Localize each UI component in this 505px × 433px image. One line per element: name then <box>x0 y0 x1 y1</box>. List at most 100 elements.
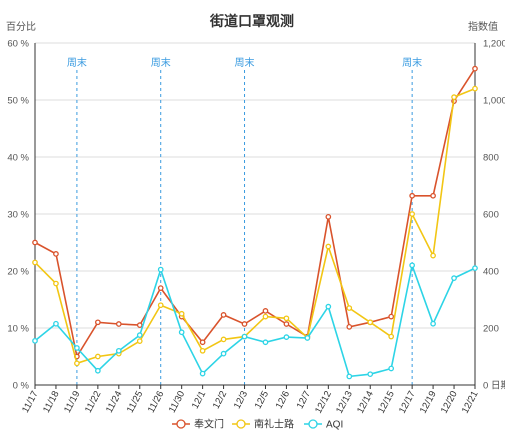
x-tick-label: 11/24 <box>104 389 125 415</box>
data-point <box>53 251 59 257</box>
data-point <box>388 333 395 340</box>
data-point <box>241 333 248 340</box>
data-point <box>388 313 395 320</box>
data-point <box>367 319 374 326</box>
right-tick-label: 400 <box>483 267 499 278</box>
legend-item[interactable]: 南礼士路 <box>232 418 294 431</box>
weekend-marker-label: 周末 <box>235 56 255 69</box>
data-point <box>430 252 436 259</box>
grid-lines <box>35 42 475 329</box>
x-tick-label: 11/25 <box>125 389 146 415</box>
x-tick-label: 12/17 <box>397 389 418 415</box>
legend-marker <box>236 419 246 429</box>
weekend-markers: 周末 周末 周末 周末 <box>67 56 422 385</box>
data-point <box>430 320 436 327</box>
x-tick-label: 11/26 <box>146 389 167 415</box>
data-point <box>32 239 38 246</box>
x-tick-label: 12/19 <box>418 389 439 415</box>
data-point <box>220 336 227 343</box>
data-point <box>157 266 164 273</box>
data-point <box>430 192 436 199</box>
data-point <box>199 339 206 346</box>
x-tick-label: 12/2 <box>211 389 229 410</box>
left-tick-label: 50 % <box>7 96 29 107</box>
data-point <box>178 329 185 336</box>
left-tick-label: 10 % <box>7 324 29 335</box>
data-point <box>241 321 248 327</box>
data-point <box>388 365 395 372</box>
data-point <box>472 265 478 271</box>
left-tick-label: 0 % <box>13 381 30 392</box>
x-tick-label: 11/18 <box>41 389 62 415</box>
x-tick-label: 12/6 <box>274 389 292 410</box>
series-line <box>34 262 476 378</box>
x-tick-label: 12/1 <box>190 389 208 410</box>
data-point <box>115 321 122 327</box>
data-point <box>409 192 415 199</box>
x-tick-label: 12/12 <box>313 389 334 415</box>
left-tick-label: 20 % <box>7 267 29 278</box>
data-point <box>346 373 353 380</box>
data-point <box>346 324 353 330</box>
data-point <box>283 321 290 327</box>
data-point <box>53 280 59 287</box>
data-point <box>325 243 332 250</box>
data-point <box>262 313 269 320</box>
data-point <box>199 370 206 377</box>
right-tick-label: 200 <box>483 324 499 335</box>
x-axis-end-label: 日期 <box>491 381 505 392</box>
data-point <box>472 85 478 92</box>
legend-label: AQI <box>326 420 343 431</box>
left-axis-name: 百分比 <box>6 21 36 33</box>
data-point <box>199 347 206 354</box>
series-line <box>34 87 476 365</box>
x-tick-label: 11/19 <box>62 389 83 415</box>
data-point <box>262 308 269 314</box>
data-point <box>32 259 38 266</box>
x-tick-label: 12/13 <box>334 389 355 415</box>
data-point <box>74 345 80 351</box>
data-point <box>451 275 457 281</box>
data-point <box>178 310 185 317</box>
data-point <box>325 303 332 310</box>
right-tick-label: 1,200 <box>483 39 505 50</box>
data-point <box>409 262 415 269</box>
x-tick-label: 12/14 <box>355 389 376 415</box>
x-tick-label: 11/30 <box>167 389 188 415</box>
data-point <box>95 319 101 326</box>
right-tick-label: 0 <box>483 381 488 392</box>
legend-marker <box>176 419 186 429</box>
series-line <box>34 68 476 359</box>
weekend-marker-label: 周末 <box>151 56 171 69</box>
legend-label: 南礼士路 <box>254 418 294 431</box>
legend-item[interactable]: AQI <box>304 419 343 431</box>
x-tick-label: 11/17 <box>20 389 41 415</box>
data-point <box>283 334 290 340</box>
x-tick-label: 12/7 <box>295 389 313 410</box>
data-point <box>95 367 101 374</box>
left-tick-label: 60 % <box>7 39 29 50</box>
data-point <box>157 285 164 291</box>
legend[interactable]: 奉文门 南礼士路 AQI <box>172 418 343 431</box>
data-point <box>136 322 143 328</box>
data-point <box>74 360 80 367</box>
data-point <box>220 312 227 318</box>
data-point <box>157 302 164 309</box>
x-tick-label: 12/3 <box>232 389 250 410</box>
legend-item[interactable]: 奉文门 <box>172 418 224 431</box>
x-tick-label: 11/22 <box>83 389 104 415</box>
right-tick-label: 600 <box>483 210 499 221</box>
x-tick-label: 12/15 <box>376 389 397 415</box>
weekend-marker-label: 周末 <box>402 56 422 69</box>
chart-title: 街道口罩观测 <box>209 13 294 29</box>
data-point <box>262 339 269 346</box>
data-point <box>472 65 478 72</box>
left-tick-label: 40 % <box>7 153 29 164</box>
legend-label: 奉文门 <box>194 418 224 431</box>
axes: 0 % 10 % 200 20 % 400 30 % 600 40 % 800 50 % 1,000… <box>7 39 505 416</box>
left-tick-label: 30 % <box>7 210 29 221</box>
legend-marker <box>308 419 318 429</box>
data-point <box>409 211 415 217</box>
